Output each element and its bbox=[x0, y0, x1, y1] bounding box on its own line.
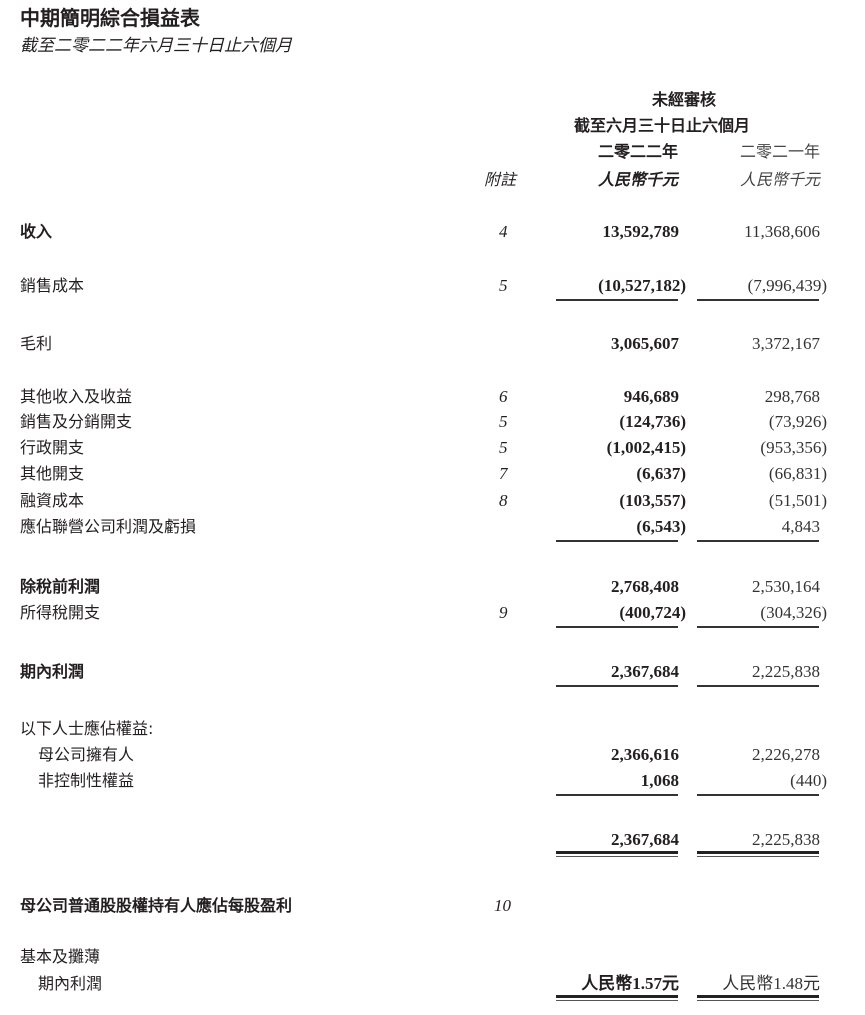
row-value-current: (103,557) bbox=[619, 491, 686, 510]
row-note: 5 bbox=[499, 276, 508, 295]
row-value-prior: (73,926) bbox=[768, 412, 827, 431]
row-value-current: 人民幣1.57元 bbox=[581, 974, 679, 993]
row-value-current: 946,689 bbox=[623, 387, 679, 406]
unaudited-header: 未經審核 bbox=[652, 90, 717, 109]
row-label: 除稅前利潤 bbox=[20, 577, 101, 596]
row-value-prior: 2,226,278 bbox=[752, 745, 820, 764]
row-value-prior: 298,768 bbox=[764, 387, 820, 406]
underline-prior bbox=[697, 794, 819, 796]
row-note: 10 bbox=[494, 896, 511, 915]
row-value-prior: (304,326) bbox=[760, 603, 827, 622]
double-underline-prior bbox=[697, 851, 819, 857]
row-value-prior: (66,831) bbox=[768, 464, 827, 483]
row-value-current: (10,527,182) bbox=[598, 276, 686, 295]
row-value-prior: 人民幣1.48元 bbox=[722, 974, 820, 993]
row-value-prior: (953,356) bbox=[760, 438, 827, 457]
row-note: 6 bbox=[499, 387, 508, 406]
row-label: 其他開支 bbox=[20, 464, 85, 483]
row-label: 基本及攤薄 bbox=[20, 947, 101, 966]
underline-prior bbox=[697, 685, 819, 687]
row-label: 母公司擁有人 bbox=[38, 745, 135, 764]
unit-current-header: 人民幣千元 bbox=[597, 170, 678, 189]
row-value-current: 13,592,789 bbox=[602, 222, 680, 241]
row-label: 所得稅開支 bbox=[20, 603, 101, 622]
row-value-prior: (7,996,439) bbox=[747, 276, 827, 295]
row-value-current: 2,366,616 bbox=[611, 745, 679, 764]
row-value-current: (6,543) bbox=[636, 517, 686, 536]
row-note: 4 bbox=[499, 222, 508, 241]
row-value-prior: 2,530,164 bbox=[752, 577, 820, 596]
row-value-prior: 2,225,838 bbox=[752, 662, 820, 681]
row-label: 期內利潤 bbox=[38, 974, 103, 993]
underline-prior bbox=[697, 626, 819, 628]
underline-prior bbox=[697, 299, 819, 301]
underline-current bbox=[556, 540, 678, 542]
row-value-current: (6,637) bbox=[636, 464, 686, 483]
underline-current bbox=[556, 626, 678, 628]
row-value-current: (1,002,415) bbox=[606, 438, 686, 457]
row-value-current: (400,724) bbox=[619, 603, 686, 622]
row-value-prior: 2,225,838 bbox=[752, 830, 820, 849]
double-underline-current bbox=[556, 851, 678, 857]
row-label: 非控制性權益 bbox=[38, 771, 135, 790]
double-underline-prior bbox=[697, 995, 819, 1001]
year-prior-header: 二零二一年 bbox=[739, 142, 820, 161]
row-note: 5 bbox=[499, 438, 508, 457]
row-label: 以下人士應佔權益: bbox=[20, 719, 154, 738]
row-value-current: 3,065,607 bbox=[611, 334, 679, 353]
row-label: 銷售成本 bbox=[20, 276, 85, 295]
row-value-prior: 11,368,606 bbox=[744, 222, 820, 241]
statement-subtitle: 截至二零二二年六月三十日止六個月 bbox=[20, 36, 292, 56]
double-underline-current bbox=[556, 995, 678, 1001]
row-value-prior: (440) bbox=[790, 771, 827, 790]
row-value-prior: 3,372,167 bbox=[752, 334, 820, 353]
notes-header: 附註 bbox=[484, 170, 517, 189]
unit-prior-header: 人民幣千元 bbox=[739, 170, 820, 189]
underline-current bbox=[556, 794, 678, 796]
underline-current bbox=[556, 685, 678, 687]
row-label: 其他收入及收益 bbox=[20, 387, 133, 406]
period-header: 截至六月三十日止六個月 bbox=[574, 116, 751, 135]
row-label: 融資成本 bbox=[20, 491, 85, 510]
underline-prior bbox=[697, 540, 819, 542]
row-label: 收入 bbox=[20, 222, 53, 241]
row-label: 母公司普通股股權持有人應佔每股盈利 bbox=[20, 896, 293, 915]
row-value-prior: 4,843 bbox=[781, 517, 820, 536]
row-value-current: 2,768,408 bbox=[611, 577, 679, 596]
row-value-current: 2,367,684 bbox=[611, 662, 679, 681]
row-note: 7 bbox=[499, 464, 508, 483]
row-label: 銷售及分銷開支 bbox=[20, 412, 133, 431]
row-value-current: 1,068 bbox=[640, 771, 679, 790]
row-value-current: 2,367,684 bbox=[611, 830, 679, 849]
row-value-prior: (51,501) bbox=[768, 491, 827, 510]
underline-current bbox=[556, 299, 678, 301]
row-label: 毛利 bbox=[20, 334, 53, 353]
row-value-current: (124,736) bbox=[619, 412, 686, 431]
row-note: 9 bbox=[499, 603, 508, 622]
year-current-header: 二零二二年 bbox=[597, 142, 678, 161]
row-note: 5 bbox=[499, 412, 508, 431]
row-label: 行政開支 bbox=[20, 438, 85, 457]
row-label: 期內利潤 bbox=[20, 662, 85, 681]
row-note: 8 bbox=[499, 491, 508, 510]
row-label: 應佔聯營公司利潤及虧損 bbox=[20, 517, 197, 536]
statement-title: 中期簡明綜合損益表 bbox=[20, 6, 200, 30]
